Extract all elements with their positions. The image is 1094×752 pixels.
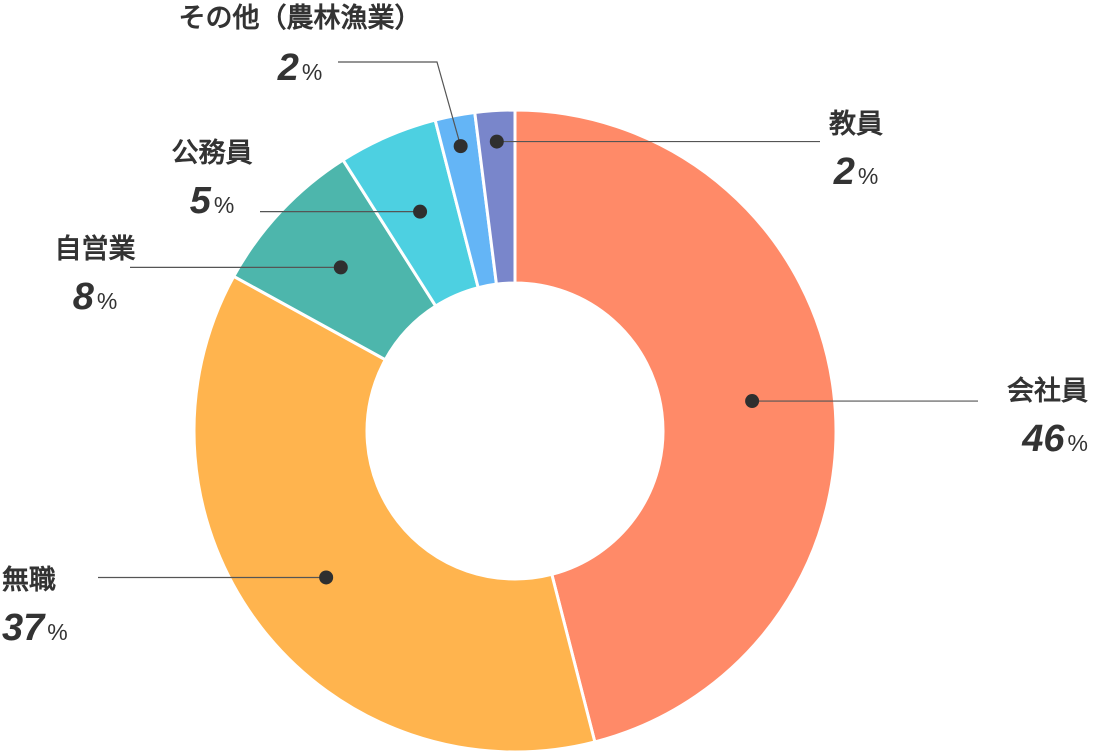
slice-label-value-2: 8%	[73, 276, 118, 318]
slice-label-name-1: 無職	[2, 565, 56, 596]
slice-labels: 会社員 46 % 無職 37 % 自営業 8 % 公務員 5 % その他（農林漁業） 2 % 教員 2%	[2, 3, 1088, 649]
slice-label-name-4: その他（農林漁業）	[179, 3, 422, 34]
donut-slice-0	[513, 108, 838, 744]
donut-slices	[192, 108, 838, 752]
leader-lines	[98, 61, 978, 585]
leader-dot-2	[333, 260, 348, 275]
slice-label-name-5: 教員	[829, 109, 883, 140]
leader-line-4	[338, 61, 462, 147]
leader-dot-5	[489, 134, 504, 149]
donut-slice-1	[192, 274, 597, 752]
slice-label-value-0: 46%	[1021, 418, 1088, 460]
leader-dot-0	[745, 394, 760, 409]
donut-slice-5	[473, 108, 517, 286]
slice-label-name-2: 自営業	[55, 233, 136, 265]
leader-dot-3	[413, 204, 428, 219]
slice-label-value-1: 37%	[2, 607, 68, 649]
slice-label-name-0: 会社員	[1007, 375, 1088, 407]
slice-label-value-4: 2%	[277, 47, 323, 89]
leader-dot-1	[319, 570, 334, 585]
slice-label-name-3: 公務員	[172, 138, 253, 169]
slice-label-value-5: 2%	[833, 151, 879, 193]
slice-label-value-3: 5%	[190, 180, 235, 222]
leader-dot-4	[453, 139, 468, 154]
